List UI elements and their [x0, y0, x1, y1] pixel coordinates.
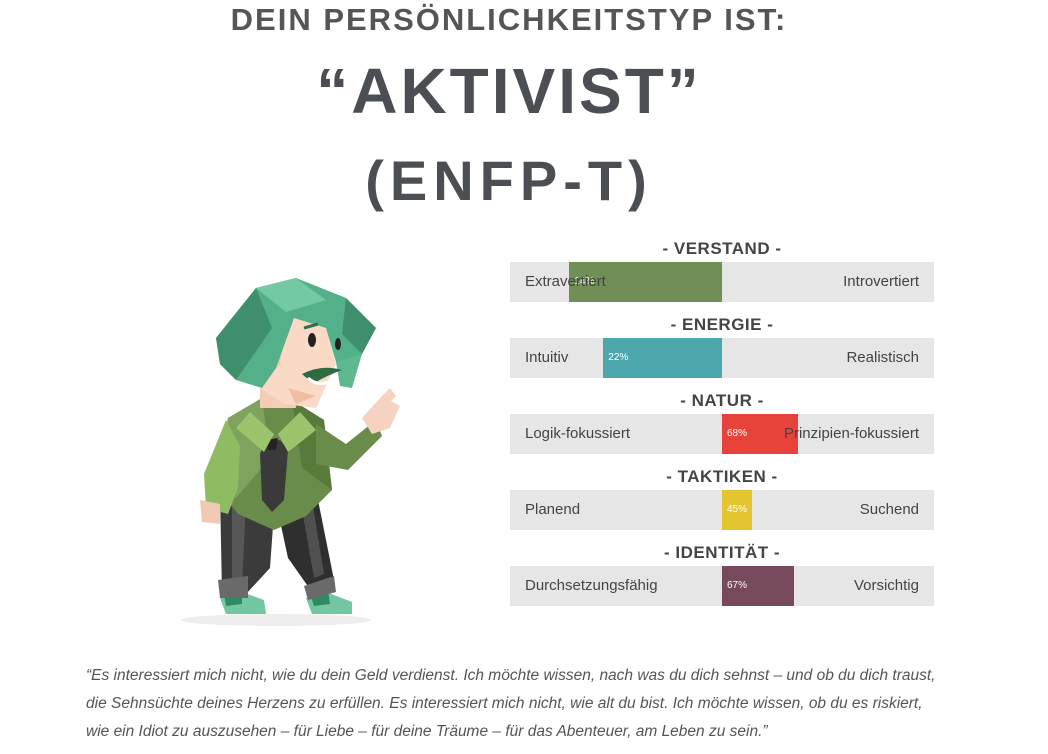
quote-line: die Sehnsüchte deines Herzens zu erfülle… [86, 695, 923, 712]
scale-right-label: Suchend [859, 501, 919, 518]
personality-type-code: (ENFP-T) [365, 149, 653, 212]
scale-title: - ENERGIE - [670, 315, 774, 334]
scale-right-label: Realistisch [846, 349, 919, 366]
scale-verstand: - VERSTAND - 14% Extravertiert Introvert… [510, 238, 934, 314]
scale-percent: 45% [727, 504, 748, 515]
scale-title: - NATUR - [680, 391, 764, 410]
scale-fill [569, 262, 722, 302]
scale-natur: - NATUR - 68% Logik-fokussiert Prinzipie… [510, 390, 934, 466]
scale-fill [603, 338, 722, 378]
scale-title: - TAKTIKEN - [666, 467, 778, 486]
scale-percent: 22% [608, 352, 629, 363]
scale-right-label: Introvertiert [843, 273, 919, 290]
result-intro-heading: DEIN PERSÖNLICHKEITSTYP IST: [230, 2, 788, 37]
scale-left-label: Planend [525, 501, 581, 518]
scale-taktiken: - TAKTIKEN - 45% Planend Suchend [510, 466, 934, 542]
scale-fill [722, 490, 752, 530]
scale-percent: 67% [727, 580, 748, 591]
scale-left-label: Intuitiv [525, 349, 569, 366]
quote-line: “Es interessiert mich nicht, wie du dein… [86, 667, 936, 684]
scale-title: - VERSTAND - [662, 239, 782, 258]
quote-line: wie ein Idiot zu auszusehen – für Liebe … [86, 723, 768, 740]
scale-left-label: Extravertiert [525, 273, 606, 290]
personality-scales: - VERSTAND - 14% Extravertiert Introvert… [510, 238, 934, 618]
scale-bar: 68% Logik-fokussiert Prinzipien-fokussie… [510, 414, 934, 454]
scale-bar: 22% Intuitiv Realistisch [510, 338, 934, 378]
scale-right-label: Prinzipien-fokussiert [783, 425, 919, 442]
scale-percent: 68% [727, 428, 748, 439]
scale-right-label: Vorsichtig [853, 577, 919, 594]
scale-title: - IDENTITÄT - [663, 543, 781, 562]
scale-percent: 14% [574, 276, 595, 287]
activist-character-illustration [176, 268, 408, 630]
personality-type-name: “AKTIVIST” [316, 55, 702, 127]
scale-bar: 67% Durchsetzungsfähig Vorsichtig [510, 566, 934, 606]
scale-bar: 45% Planend Suchend [510, 490, 934, 530]
scale-energie: - ENERGIE - 22% Intuitiv Realistisch [510, 314, 934, 390]
scale-fill [722, 414, 799, 454]
scale-left-label: Durchsetzungsfähig [525, 577, 658, 594]
scale-fill [722, 566, 795, 606]
scale-left-label: Logik-fokussiert [525, 425, 631, 442]
personality-quote: “Es interessiert mich nicht, wie du dein… [86, 662, 956, 746]
scale-bar: 14% Extravertiert Introvertiert [510, 262, 934, 302]
scale-identitaet: - IDENTITÄT - 67% Durchsetzungsfähig Vor… [510, 542, 934, 618]
